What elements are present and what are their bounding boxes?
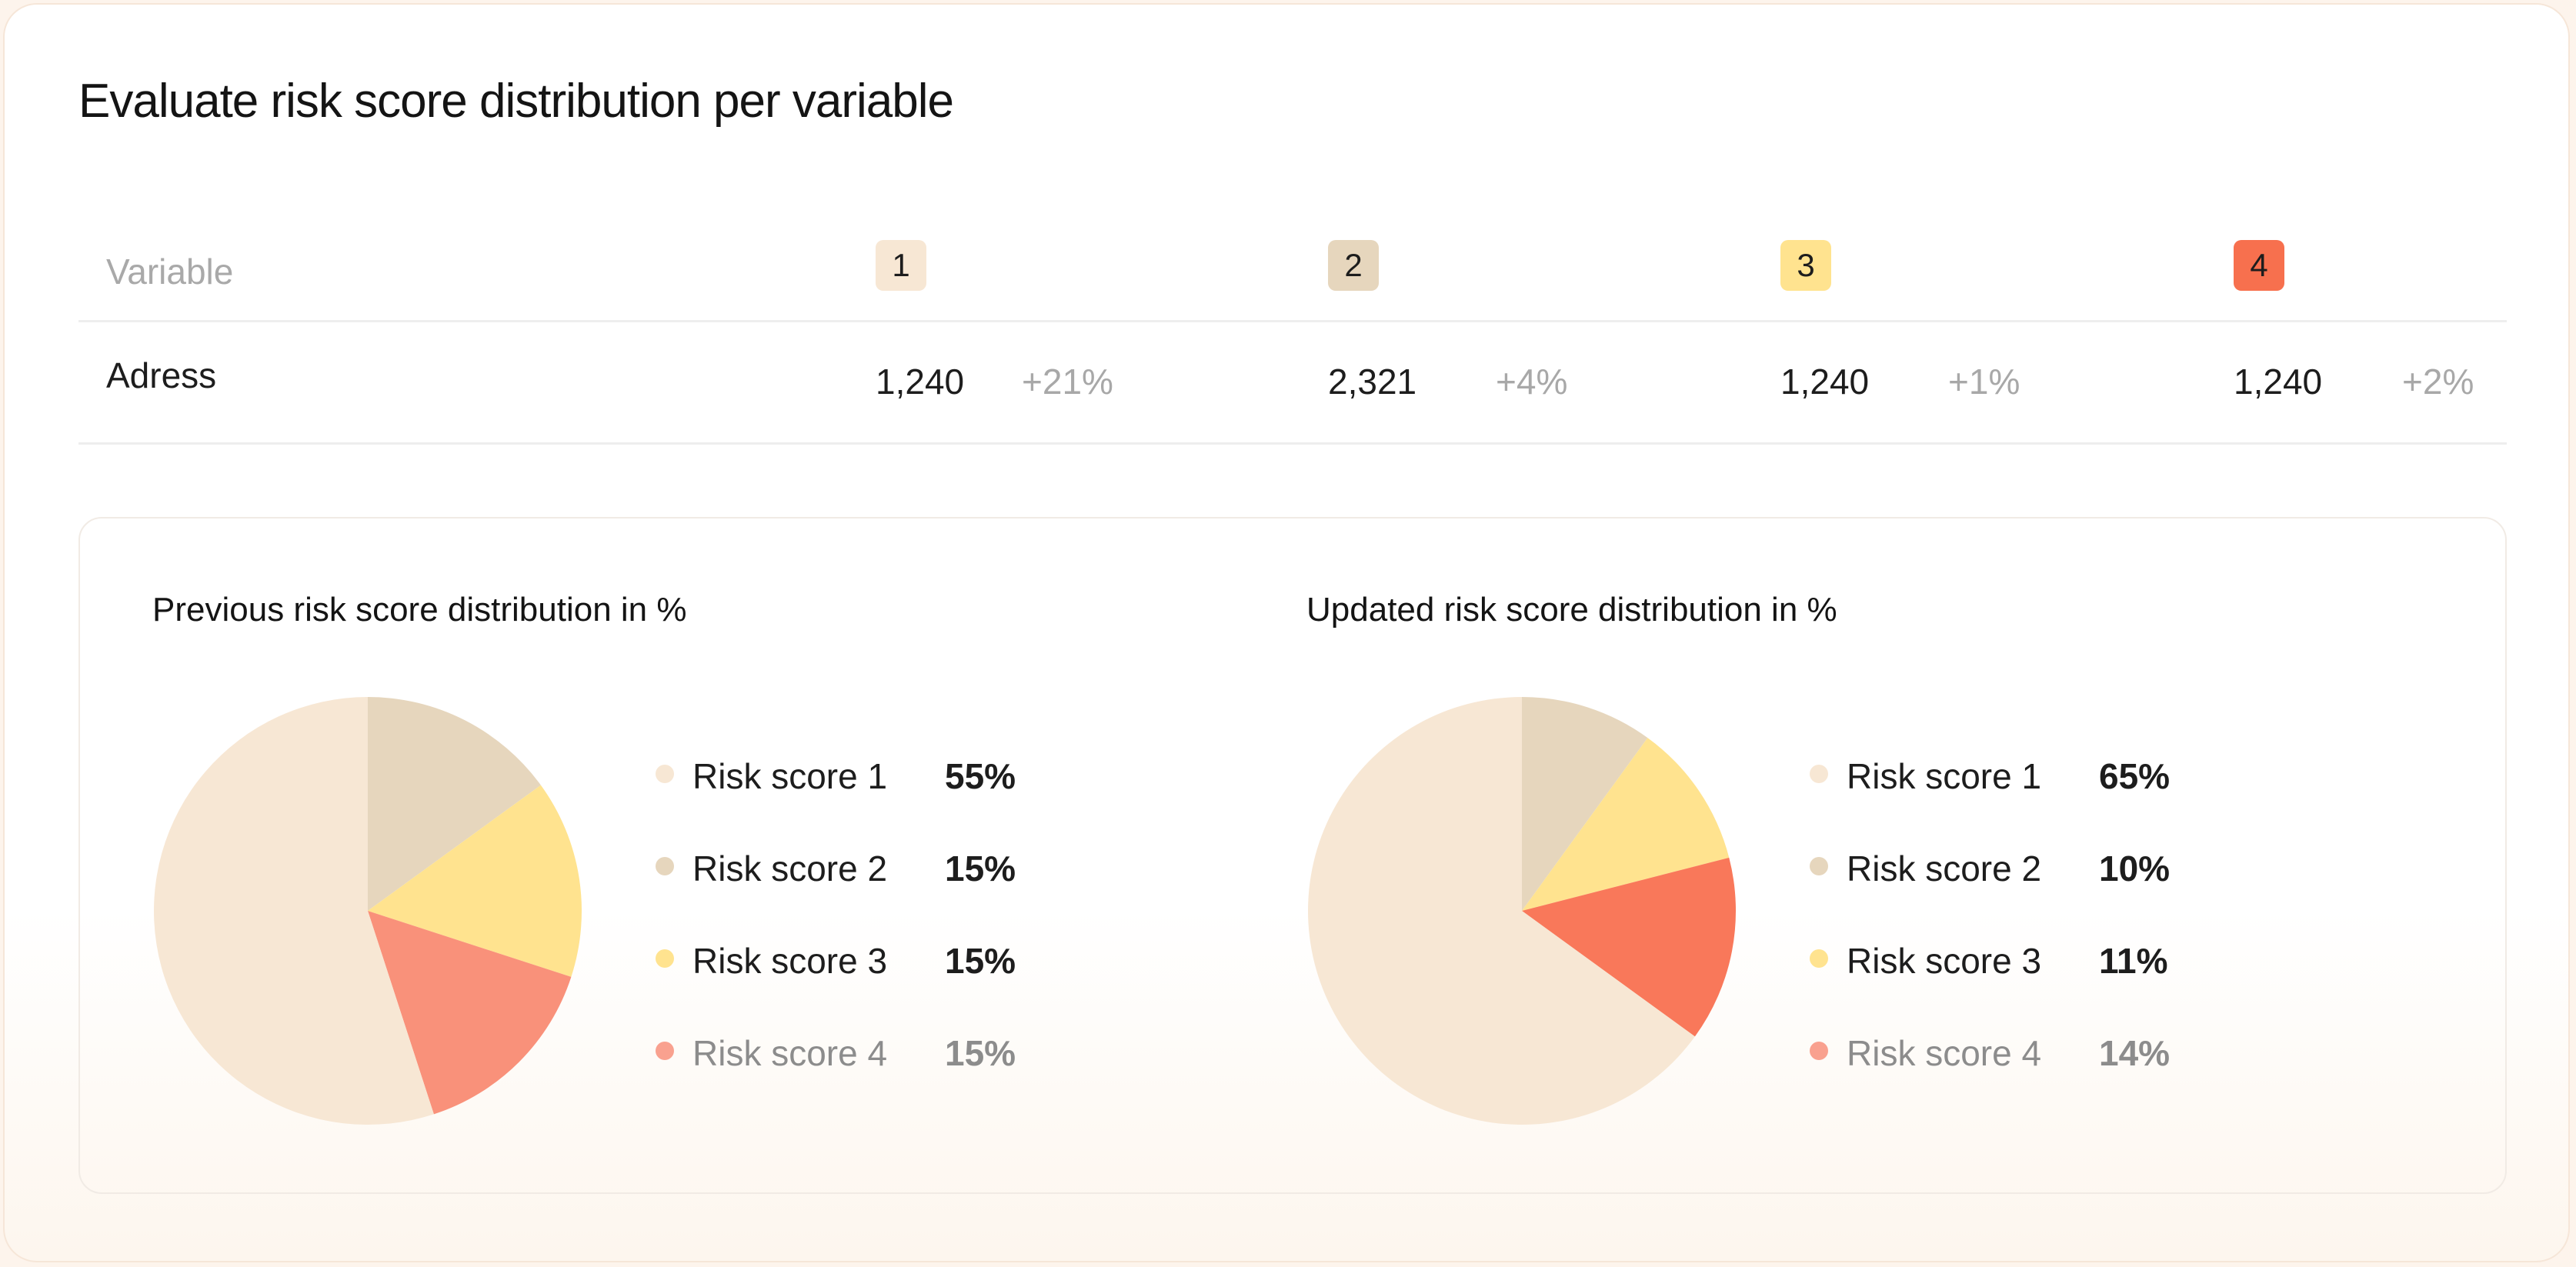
legend-value: 15% (945, 1033, 1016, 1073)
previous-chart-title: Previous risk score distribution in % (152, 591, 687, 628)
score-3-value: 1,240 (1780, 362, 1870, 402)
risk-score-2-dot (1810, 857, 1828, 875)
legend-label: Risk score 2 (692, 849, 888, 889)
risk-score-4-dot (1810, 1042, 1828, 1060)
legend-label: Risk score 1 (1847, 756, 2042, 796)
risk-distribution-card: Evaluate risk score distribution per var… (3, 3, 2570, 1262)
variable-name: Adress (106, 355, 217, 395)
table-header-row: Variable 1 2 3 4 (78, 222, 2507, 322)
pie-slice-risk-score-2 (368, 697, 541, 911)
pie-slice-risk-score-3 (368, 785, 582, 977)
legend-value: 65% (2099, 756, 2171, 796)
pie-slice-risk-score-1 (154, 697, 434, 1125)
legend-label: Risk score 2 (1847, 849, 2042, 889)
legend-value: 15% (945, 849, 1016, 889)
legend-value: 10% (2099, 849, 2171, 889)
legend-value: 15% (945, 941, 1016, 981)
risk-score-badge-1: 1 (876, 240, 926, 291)
score-2-change: +4% (1496, 362, 1568, 402)
risk-score-badge-4: 4 (2234, 240, 2284, 291)
pie-slice-risk-score-3 (1522, 738, 1730, 911)
table-row[interactable]: Adress 1,240 +21% 2,321 +4% 1,240 +1% 1,… (78, 322, 2507, 445)
risk-score-badge-2: 2 (1328, 240, 1379, 291)
risk-score-1-dot (1810, 765, 1828, 783)
legend-value: 55% (945, 756, 1016, 796)
legend-label: Risk score 1 (692, 756, 888, 796)
risk-score-3-dot (656, 949, 674, 968)
legend-label: Risk score 3 (1847, 941, 2042, 981)
score-3-change: +1% (1948, 362, 2020, 402)
updated-chart-title: Updated risk score distribution in % (1306, 591, 1837, 628)
legend-label: Risk score 4 (692, 1033, 888, 1073)
legend-value: 11% (2099, 941, 2168, 981)
risk-score-badge-3: 3 (1780, 240, 1831, 291)
risk-score-1-dot (656, 765, 674, 783)
risk-score-3-dot (1810, 949, 1828, 968)
score-4-change: +2% (2402, 362, 2474, 402)
pie-slice-risk-score-1 (1308, 697, 1695, 1125)
legend-value: 14% (2099, 1033, 2171, 1073)
risk-score-table: Variable 1 2 3 4 Adress 1,240 +21% 2,321… (78, 222, 2507, 445)
score-2-value: 2,321 (1328, 362, 1417, 402)
score-1-value: 1,240 (876, 362, 965, 402)
previous-pie-chart (154, 697, 582, 1125)
variable-column-header: Variable (106, 252, 234, 292)
pie-slice-risk-score-4 (368, 911, 572, 1115)
legend-label: Risk score 4 (1847, 1033, 2042, 1073)
pie-slice-risk-score-4 (1522, 857, 1736, 1037)
legend-label: Risk score 3 (692, 941, 888, 981)
pie-slice-risk-score-2 (1522, 697, 1648, 911)
score-1-change: +21% (1022, 362, 1113, 402)
updated-pie-chart (1308, 697, 1736, 1125)
risk-score-2-dot (656, 857, 674, 875)
risk-score-4-dot (656, 1042, 674, 1060)
page-title: Evaluate risk score distribution per var… (78, 75, 954, 128)
score-4-value: 1,240 (2234, 362, 2323, 402)
distribution-panel: Previous risk score distribution in % Ri… (78, 517, 2507, 1194)
